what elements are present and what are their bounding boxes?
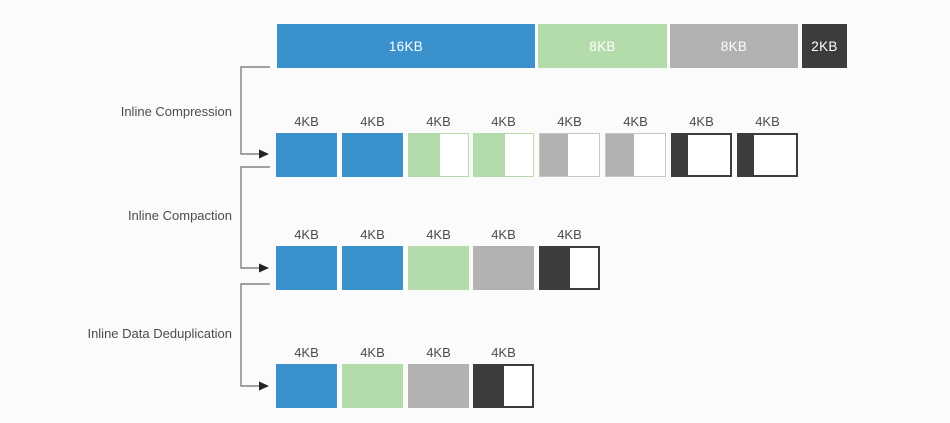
block-fill [475, 366, 504, 406]
block [342, 133, 403, 177]
block-size-label: 4KB [294, 345, 319, 360]
block-fill [606, 134, 635, 176]
block-4kb-blue: 4KB [276, 227, 337, 290]
bar-segment-label: 2KB [811, 38, 838, 54]
block-size-label: 4KB [294, 227, 319, 242]
block-size-label: 4KB [689, 114, 714, 129]
block [276, 246, 337, 290]
bracket-arrow-compaction [240, 166, 270, 273]
block [408, 246, 469, 290]
bar-segment-green: 8KB [538, 24, 667, 68]
block-size-label: 4KB [360, 345, 385, 360]
block-size-label: 4KB [557, 114, 582, 129]
bracket-arrow-deduplication [240, 283, 270, 391]
block-size-label: 4KB [426, 114, 451, 129]
block-4kb-green: 4KB [473, 114, 534, 177]
block [539, 133, 600, 177]
block-4kb-green: 4KB [408, 227, 469, 290]
block [539, 246, 600, 290]
block-4kb-gray: 4KB [408, 345, 469, 408]
block [342, 246, 403, 290]
block-fill [673, 135, 689, 175]
block-4kb-gray: 4KB [473, 227, 534, 290]
block-fill [540, 134, 569, 176]
block [342, 364, 403, 408]
block-4kb-blue: 4KB [276, 114, 337, 177]
block-size-label: 4KB [360, 114, 385, 129]
block [473, 364, 534, 408]
block-size-label: 4KB [294, 114, 319, 129]
block-size-label: 4KB [755, 114, 780, 129]
bar-segment-label: 16KB [388, 38, 424, 54]
block-4kb-dark: 4KB [473, 345, 534, 408]
block [408, 364, 469, 408]
block-row-after-compaction: 4KB 4KB 4KB 4KB 4KB [276, 227, 876, 290]
block-4kb-green: 4KB [408, 114, 469, 177]
bracket-arrow-compression [240, 66, 270, 159]
block-size-label: 4KB [360, 227, 385, 242]
block-4kb-green: 4KB [342, 345, 403, 408]
block-size-label: 4KB [491, 227, 516, 242]
block-row-after-compression: 4KB 4KB 4KB 4KB 4KB 4KB 4KB 4KB [276, 114, 876, 177]
block-4kb-dark: 4KB [539, 227, 600, 290]
block-size-label: 4KB [426, 345, 451, 360]
bar-segment-label: 8KB [589, 38, 616, 54]
block-4kb-dark: 4KB [737, 114, 798, 177]
block-size-label: 4KB [426, 227, 451, 242]
block-fill [739, 135, 755, 175]
block-size-label: 4KB [491, 114, 516, 129]
block [473, 246, 534, 290]
bar-segment-label: 8KB [720, 38, 748, 54]
bar-segment-dark: 2KB [802, 24, 847, 68]
bar-segment-gray: 8KB [670, 24, 798, 68]
block-4kb-gray: 4KB [539, 114, 600, 177]
block [605, 133, 666, 177]
block-4kb-gray: 4KB [605, 114, 666, 177]
block [408, 133, 469, 177]
block-fill [474, 134, 505, 176]
original-data-bar: 16KB 8KB 8KB 2KB [0, 24, 950, 68]
block [671, 133, 732, 177]
step-label-inline-data-deduplication: Inline Data Deduplication [87, 326, 232, 341]
block [737, 133, 798, 177]
step-label-inline-compression: Inline Compression [120, 104, 232, 119]
step-label-inline-compaction: Inline Compaction [127, 208, 232, 223]
block-size-label: 4KB [491, 345, 516, 360]
block-size-label: 4KB [623, 114, 648, 129]
bar-segment-blue: 16KB [277, 24, 535, 68]
block-4kb-dark: 4KB [671, 114, 732, 177]
block-4kb-blue: 4KB [342, 227, 403, 290]
block-size-label: 4KB [557, 227, 582, 242]
block-4kb-blue: 4KB [276, 345, 337, 408]
block-4kb-blue: 4KB [342, 114, 403, 177]
block-row-after-deduplication: 4KB 4KB 4KB 4KB [276, 345, 876, 408]
block-fill [541, 248, 570, 288]
block-fill [409, 134, 440, 176]
block [276, 364, 337, 408]
block [276, 133, 337, 177]
block [473, 133, 534, 177]
